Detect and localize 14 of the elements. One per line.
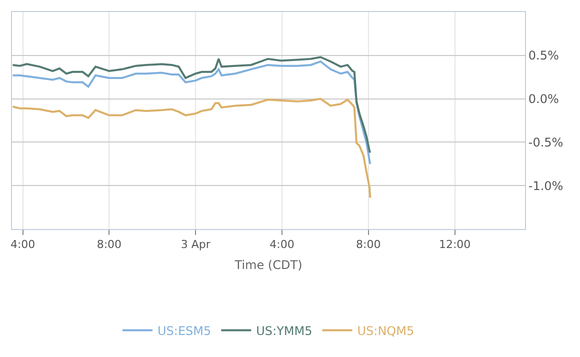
x-tick-label: 8:00 <box>356 238 381 252</box>
x-tick-label: 12:00 <box>438 238 471 252</box>
x-tick-label: 4:00 <box>10 238 36 252</box>
y-tick-label: 0.0% <box>528 92 559 106</box>
legend-label: US:NQM5 <box>357 324 414 338</box>
x-tick-label: 8:00 <box>96 238 122 252</box>
x-axis-title: Time (CDT) <box>234 258 302 272</box>
y-tick-label: -1.0% <box>528 178 564 193</box>
x-tick-label: 4:00 <box>270 238 294 252</box>
y-tick-label: -0.5% <box>528 135 564 150</box>
legend-label: US:YMM5 <box>256 324 312 338</box>
x-tick-label: 3 Apr <box>180 238 211 252</box>
y-tick-label: 0.5% <box>528 48 559 63</box>
legend-label: US:ESM5 <box>158 324 212 338</box>
